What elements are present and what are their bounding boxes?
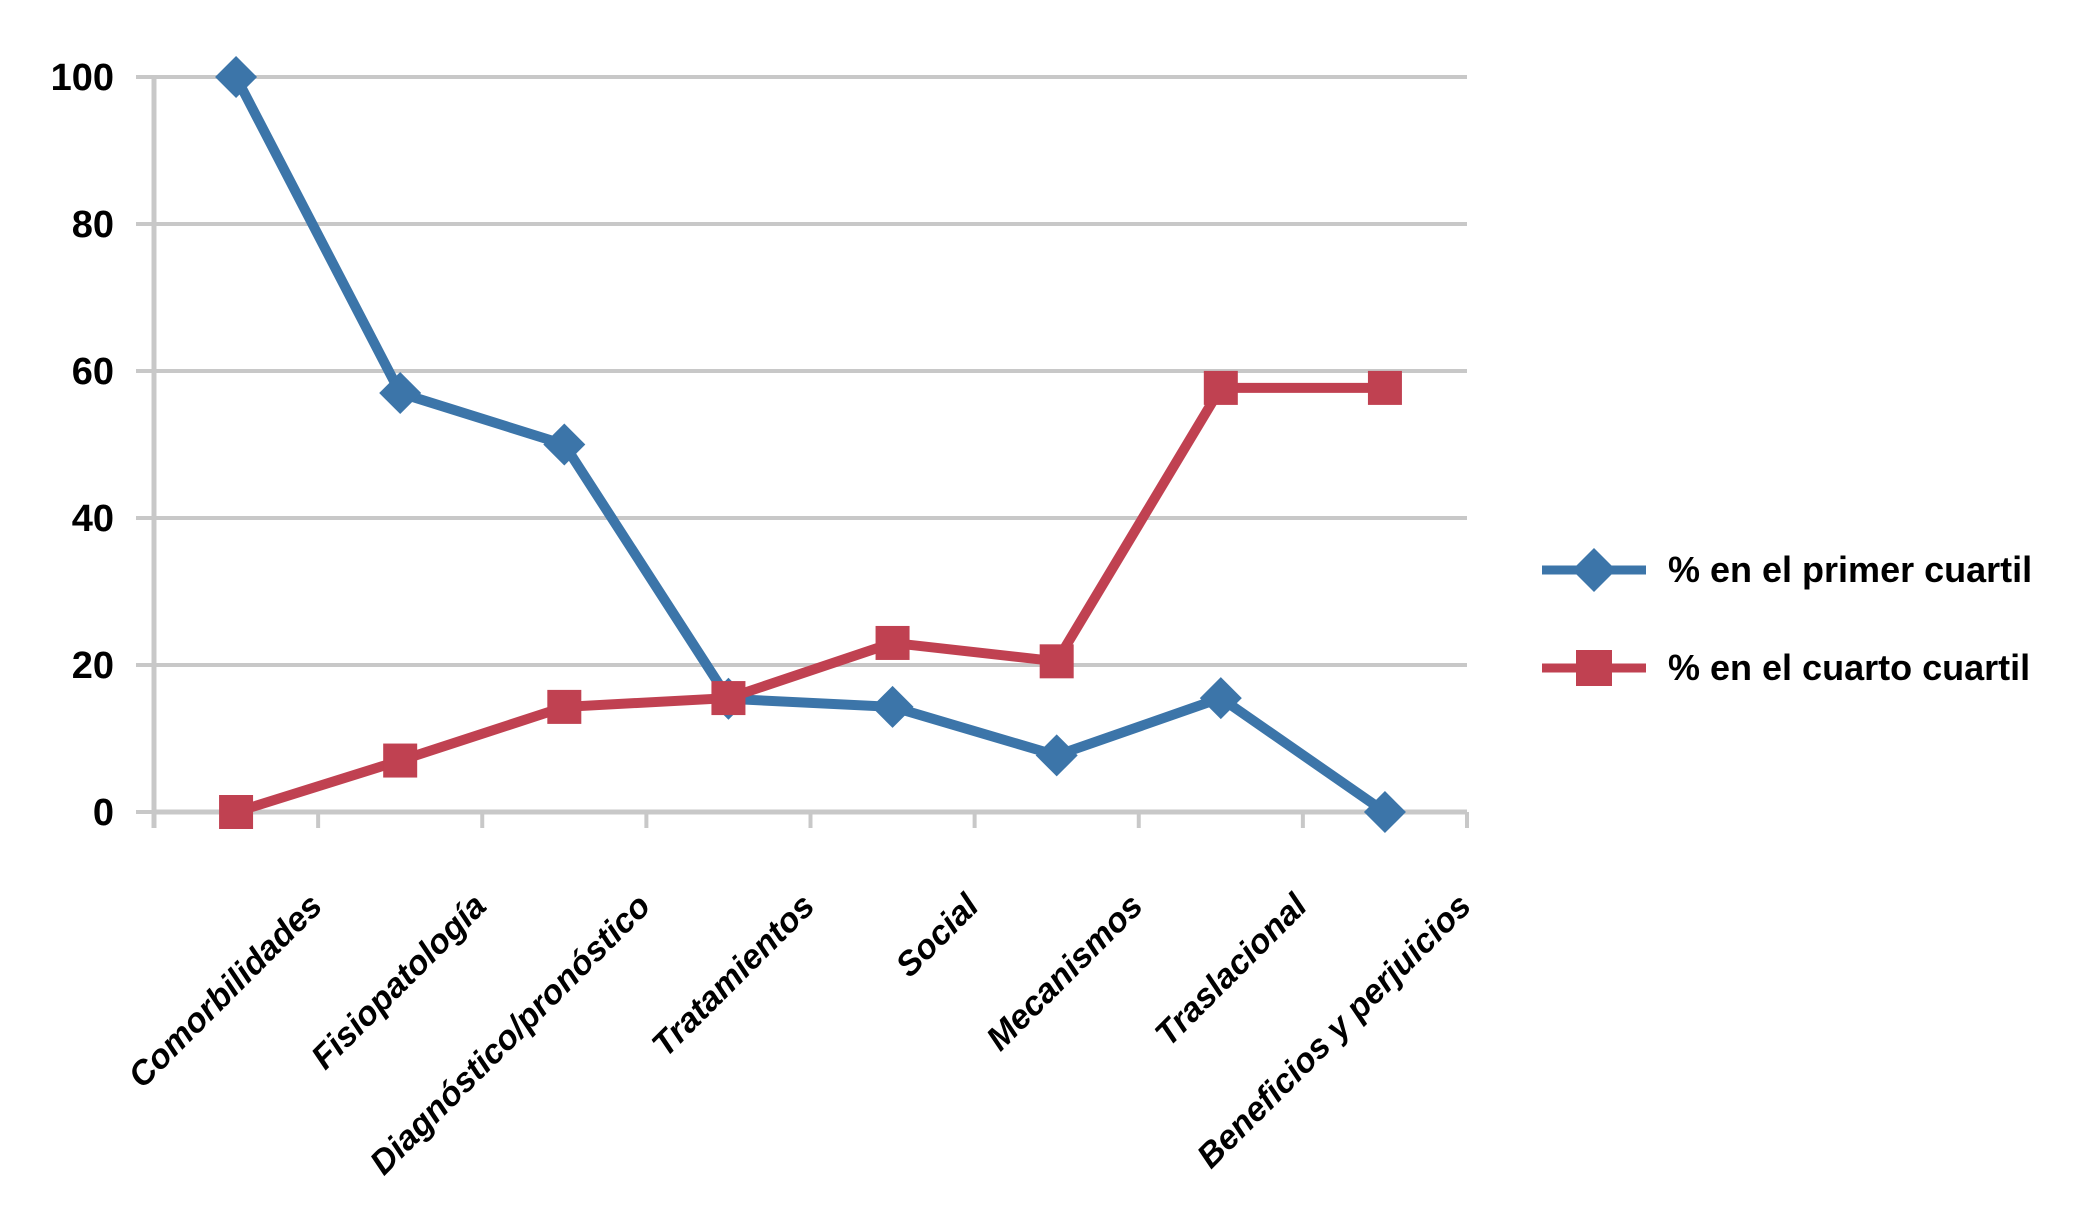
x-axis-category-label: Social: [889, 886, 988, 985]
legend-diamond-marker-icon: [1542, 548, 1646, 592]
diamond-marker: [1035, 734, 1078, 777]
series-line-1: [234, 382, 1385, 817]
diamond-marker: [543, 423, 586, 466]
diamond-marker: [1363, 791, 1406, 833]
square-marker: [383, 743, 418, 778]
square-marker: [219, 795, 254, 829]
legend-label-cuarto-cuartil: % en el cuarto cuartil: [1668, 647, 2031, 688]
legend-square-marker-icon: [1542, 650, 1646, 686]
legend-item-cuarto-cuartil: % en el cuarto cuartil: [1540, 636, 2032, 700]
diamond-marker: [1199, 677, 1242, 720]
x-axis-category-label: Traslacional: [1148, 886, 1316, 1054]
diamond-marker: [379, 372, 422, 415]
square-marker: [875, 625, 910, 660]
series-line-0: [231, 74, 1388, 817]
legend-item-primer-cuartil: % en el primer cuartil: [1540, 538, 2032, 602]
diamond-marker: [215, 56, 258, 98]
y-axis-tick-label: 80: [72, 204, 114, 246]
square-marker: [1367, 370, 1402, 405]
legend: % en el primer cuartil % en el cuarto cu…: [1540, 538, 2032, 700]
y-axis-tick-label: 100: [51, 57, 114, 99]
y-axis-tick-label: 0: [93, 792, 114, 834]
square-marker: [711, 681, 746, 716]
x-axis-category-label: Beneficios y perjuicios: [1190, 887, 1479, 1176]
x-axis-category-label: Fisiopatología: [304, 887, 494, 1077]
x-axis-category-label: Mecanismos: [979, 887, 1150, 1058]
legend-label-primer-cuartil: % en el primer cuartil: [1668, 549, 2033, 590]
x-axis-category-label: Diagnóstico/pronóstico: [363, 887, 658, 1182]
square-marker: [1039, 644, 1074, 679]
square-marker: [547, 689, 582, 724]
diamond-marker: [871, 685, 914, 728]
x-axis-category-label: Tratamientos: [645, 887, 822, 1064]
y-axis-tick-label: 60: [72, 351, 114, 393]
square-marker: [1203, 370, 1238, 405]
x-axis-category-label: Comorbilidades: [121, 887, 330, 1096]
y-axis-tick-label: 20: [72, 645, 114, 687]
y-axis-tick-label: 40: [72, 498, 114, 540]
